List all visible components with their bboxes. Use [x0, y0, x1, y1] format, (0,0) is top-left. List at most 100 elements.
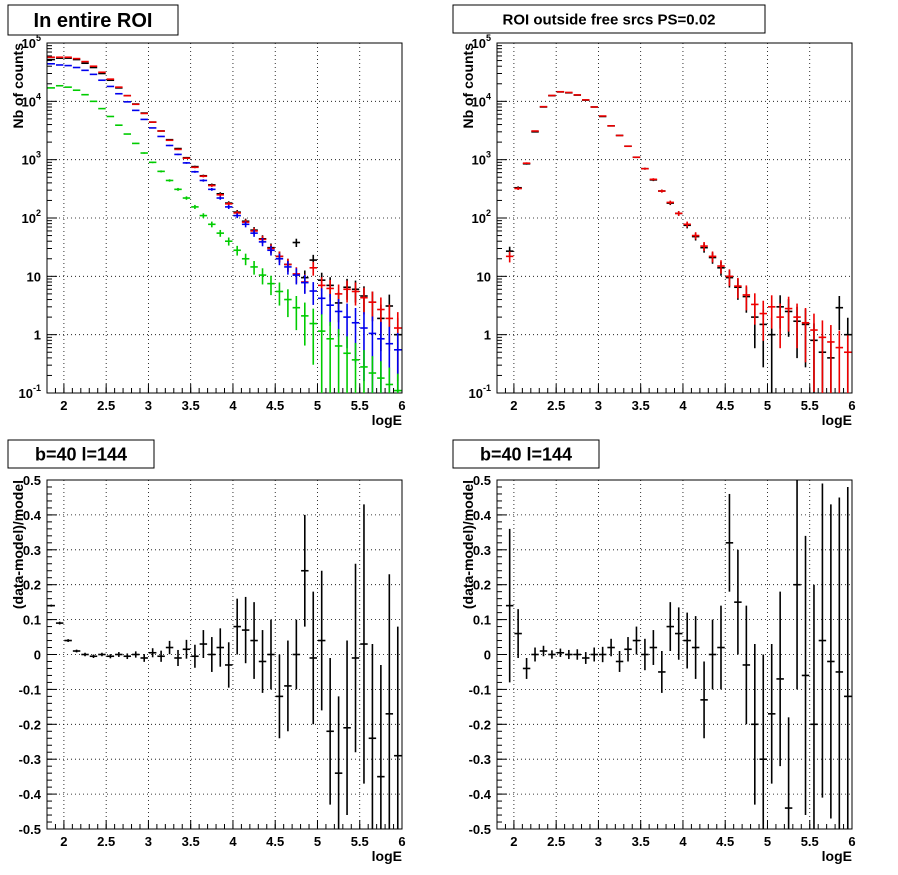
data-point — [385, 574, 394, 829]
x-tick-label: 5.5 — [351, 398, 369, 413]
x-tick-label: 4.5 — [716, 834, 734, 849]
data-point — [368, 291, 377, 322]
data-point — [208, 637, 216, 672]
data-point — [725, 269, 734, 286]
data-point — [767, 295, 776, 329]
data-point — [258, 268, 267, 285]
y-tick-label: -0.2 — [469, 717, 491, 732]
data-point — [539, 105, 548, 108]
data-point — [165, 139, 174, 142]
y-tick-label: 10 — [477, 269, 491, 284]
data-point — [810, 313, 818, 392]
data-point — [47, 604, 55, 607]
data-point — [810, 584, 818, 829]
data-point — [607, 125, 615, 127]
data-point — [241, 253, 250, 266]
data-point — [801, 535, 810, 816]
y-tick-label: 103 — [22, 150, 41, 168]
data-point — [835, 497, 844, 829]
data-point — [751, 293, 759, 325]
data-point — [649, 630, 658, 665]
data-point — [835, 295, 844, 331]
data-point — [717, 260, 725, 274]
data-point — [292, 619, 301, 690]
data-point — [632, 156, 641, 159]
data-point — [132, 142, 140, 145]
data-point — [123, 101, 132, 103]
data-point — [658, 651, 666, 693]
data-point — [615, 651, 624, 672]
data-point — [343, 280, 351, 303]
data-point — [301, 302, 309, 346]
data-point — [199, 213, 208, 219]
x-tick-label: 3.5 — [632, 834, 650, 849]
data-point — [292, 268, 301, 285]
x-tick-label: 5 — [764, 398, 771, 413]
y-tick-label: 103 — [472, 150, 491, 168]
x-tick-label: 3.5 — [632, 398, 650, 413]
y-tick-label: 0.2 — [473, 578, 491, 593]
data-point — [250, 261, 258, 275]
data-point — [317, 288, 326, 316]
x-tick-label: 4 — [229, 834, 237, 849]
x-tick-label: 5.5 — [801, 398, 819, 413]
chart-panel-2: 2 2.5 3 3.5 4 4.5 5 5.5 6 10-1 1 10 102 103 104 105 logE… — [452, 4, 856, 428]
data-point — [641, 167, 649, 170]
y-axis-label: Nb of counts — [10, 43, 26, 129]
series-2 — [505, 90, 852, 393]
data-point — [309, 261, 317, 276]
x-tick-label: 2 — [510, 834, 517, 849]
data-point — [98, 652, 106, 657]
y-tick-label: -0.5 — [469, 822, 491, 837]
data-point — [174, 148, 182, 151]
data-point — [326, 293, 334, 326]
data-point — [233, 245, 241, 256]
y-tick-label: 1 — [34, 328, 41, 343]
x-tick-label: 2.5 — [97, 398, 115, 413]
y-tick-label: 0.2 — [23, 578, 41, 593]
x-tick-label: 3 — [595, 398, 602, 413]
data-point — [208, 187, 216, 191]
x-tick-label: 5.5 — [801, 834, 819, 849]
data-point — [615, 134, 624, 137]
data-point — [717, 605, 725, 690]
data-point — [818, 483, 827, 798]
data-point — [598, 646, 607, 663]
data-point — [514, 609, 522, 658]
data-point — [174, 649, 182, 667]
x-tick-label: 5 — [314, 398, 321, 413]
data-point — [199, 630, 208, 658]
x-tick-label: 2 — [60, 834, 67, 849]
title-box — [7, 4, 179, 36]
y-tick-label: 0.5 — [23, 473, 41, 488]
x-tick-label: 6 — [848, 834, 855, 849]
data-point — [598, 115, 607, 117]
x-tick-label: 5 — [314, 834, 321, 849]
y-tick-label: -0.3 — [469, 752, 491, 767]
data-point — [182, 157, 191, 159]
data-point — [132, 103, 140, 106]
data-point — [157, 130, 165, 132]
data-point — [666, 602, 674, 652]
x-tick-label: 3.5 — [182, 398, 200, 413]
data-point — [368, 644, 377, 829]
data-point — [360, 287, 368, 315]
data-point — [157, 135, 165, 138]
data-point — [301, 274, 309, 294]
x-tick-label: 5 — [764, 834, 771, 849]
data-point — [793, 480, 801, 690]
data-point — [98, 107, 106, 110]
data-point — [539, 645, 548, 657]
x-tick-label: 3 — [595, 834, 602, 849]
data-point — [700, 661, 708, 739]
data-point — [351, 342, 360, 393]
y-tick-label: -0.3 — [19, 752, 41, 767]
data-point — [309, 591, 317, 725]
x-tick-label: 4.5 — [716, 398, 734, 413]
data-point — [767, 644, 776, 784]
data-point — [531, 130, 539, 132]
x-tick-label: 6 — [398, 398, 405, 413]
data-point — [776, 303, 784, 349]
data-point — [394, 373, 402, 393]
data-point — [725, 493, 734, 592]
